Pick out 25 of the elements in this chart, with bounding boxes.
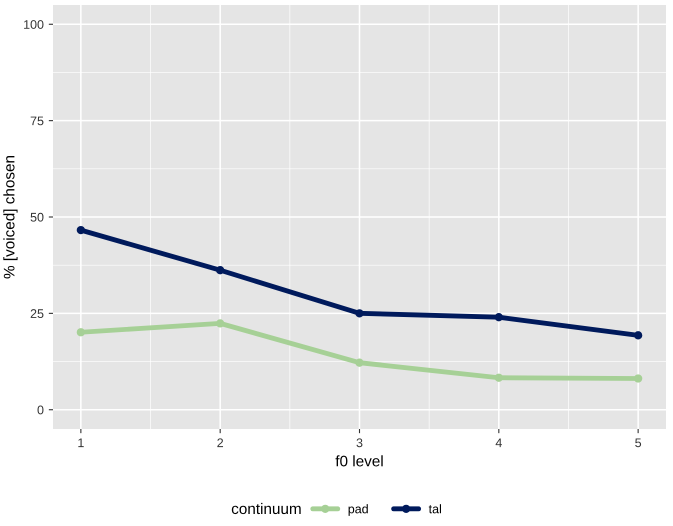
y-axis-title: % [voiced] chosen <box>3 156 18 278</box>
x-tick-label: 2 <box>217 438 224 448</box>
point <box>634 374 642 383</box>
y-tick-label: 25 <box>30 309 44 318</box>
x-axis-title: f0 level <box>336 455 383 466</box>
y-tick-label: 0 <box>38 406 44 414</box>
legend-label: tal <box>428 504 441 514</box>
legend-title: continuum <box>232 502 301 514</box>
point <box>355 309 364 318</box>
x-tick-label: 5 <box>635 438 642 448</box>
point <box>634 331 642 340</box>
point <box>76 226 86 234</box>
y-tick-label: 75 <box>30 116 44 126</box>
point <box>76 328 86 336</box>
x-tick-label: 1 <box>78 438 84 448</box>
point <box>216 319 224 328</box>
x-tick-label: 4 <box>496 438 502 448</box>
point <box>216 266 224 274</box>
y-tick-label: 50 <box>30 212 44 222</box>
y-tick-label: 100 <box>24 20 44 29</box>
point <box>494 374 503 382</box>
point <box>494 313 503 322</box>
legend-label: pad <box>348 504 368 516</box>
x-tick-label: 3 <box>356 438 362 448</box>
point <box>355 358 364 367</box>
